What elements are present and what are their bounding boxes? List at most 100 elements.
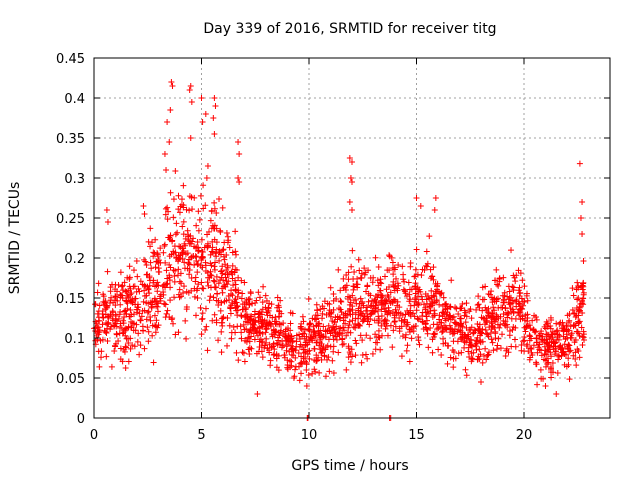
- data-point: [402, 311, 409, 318]
- data-point: [286, 348, 293, 355]
- data-point: [104, 268, 111, 275]
- data-point: [188, 287, 195, 294]
- data-point: [465, 348, 472, 355]
- data-point: [207, 260, 214, 267]
- data-point: [444, 342, 451, 349]
- data-point: [303, 366, 310, 373]
- data-point: [170, 250, 177, 257]
- data-point: [137, 317, 144, 324]
- data-point: [533, 316, 540, 323]
- data-point: [447, 325, 454, 332]
- data-point: [317, 306, 324, 313]
- chart-title: Day 339 of 2016, SRMTID for receiver tit…: [203, 21, 496, 37]
- data-point: [455, 350, 462, 357]
- data-point: [210, 277, 217, 284]
- data-point: [424, 260, 431, 267]
- data-point: [529, 317, 536, 324]
- data-point: [112, 293, 119, 300]
- data-point: [330, 306, 337, 313]
- data-point: [576, 160, 583, 167]
- data-point: [386, 252, 393, 259]
- data-point: [506, 288, 513, 295]
- data-point: [198, 255, 205, 262]
- data-point: [204, 347, 211, 354]
- data-point: [147, 277, 154, 284]
- data-point: [354, 284, 361, 291]
- data-point: [209, 249, 216, 256]
- data-point: [270, 352, 277, 359]
- data-point: [220, 277, 227, 284]
- data-point: [218, 328, 225, 335]
- data-point: [324, 356, 331, 363]
- data-point: [167, 264, 174, 271]
- data-point: [234, 323, 241, 330]
- data-point: [544, 346, 551, 353]
- data-point: [180, 247, 187, 254]
- data-point: [578, 284, 585, 291]
- data-point: [369, 350, 376, 357]
- data-point: [422, 290, 429, 297]
- data-point: [457, 305, 464, 312]
- data-point: [319, 315, 326, 322]
- data-point: [510, 310, 517, 317]
- data-point: [219, 285, 226, 292]
- data-point: [384, 292, 391, 299]
- data-point: [207, 271, 214, 278]
- data-point: [211, 205, 218, 212]
- data-point: [136, 351, 143, 358]
- data-point: [126, 313, 133, 320]
- data-point: [381, 305, 388, 312]
- data-point: [245, 346, 252, 353]
- data-point: [143, 299, 150, 306]
- data-point: [288, 358, 295, 365]
- data-point: [134, 273, 141, 280]
- data-point: [382, 325, 389, 332]
- data-point: [254, 391, 261, 397]
- data-point: [405, 279, 412, 286]
- data-point: [434, 286, 441, 293]
- data-point: [330, 369, 337, 376]
- y-tick-label: 0.15: [56, 292, 85, 307]
- data-point: [440, 335, 447, 342]
- data-point: [475, 293, 482, 300]
- data-point: [364, 318, 371, 325]
- data-point: [202, 305, 209, 312]
- data-point: [378, 280, 385, 287]
- data-point: [287, 309, 294, 316]
- data-point: [509, 299, 516, 306]
- data-point: [355, 256, 362, 263]
- data-point: [491, 298, 498, 305]
- data-point: [293, 338, 300, 345]
- data-point: [311, 316, 318, 323]
- data-point: [174, 229, 181, 236]
- data-point: [306, 355, 313, 362]
- data-point: [195, 248, 202, 255]
- data-point: [285, 332, 292, 339]
- data-point: [316, 320, 323, 327]
- data-point: [452, 320, 459, 327]
- data-point: [198, 316, 205, 323]
- data-point: [239, 301, 246, 308]
- data-point: [145, 338, 152, 345]
- data-point: [220, 246, 227, 253]
- data-point: [104, 337, 111, 344]
- data-point: [154, 253, 161, 260]
- data-point: [404, 342, 411, 349]
- data-point: [403, 293, 410, 300]
- data-point: [172, 331, 179, 338]
- data-point: [313, 339, 320, 346]
- data-point: [438, 352, 445, 359]
- data-point: [329, 318, 336, 325]
- data-point: [424, 326, 431, 333]
- data-point: [338, 309, 345, 316]
- data-point: [234, 302, 241, 309]
- data-point: [478, 330, 485, 337]
- data-point: [203, 323, 210, 330]
- data-point: [129, 342, 136, 349]
- data-point: [117, 356, 124, 363]
- data-point: [186, 238, 193, 245]
- data-point: [99, 310, 106, 317]
- data-point: [161, 242, 168, 249]
- data-point: [293, 332, 300, 339]
